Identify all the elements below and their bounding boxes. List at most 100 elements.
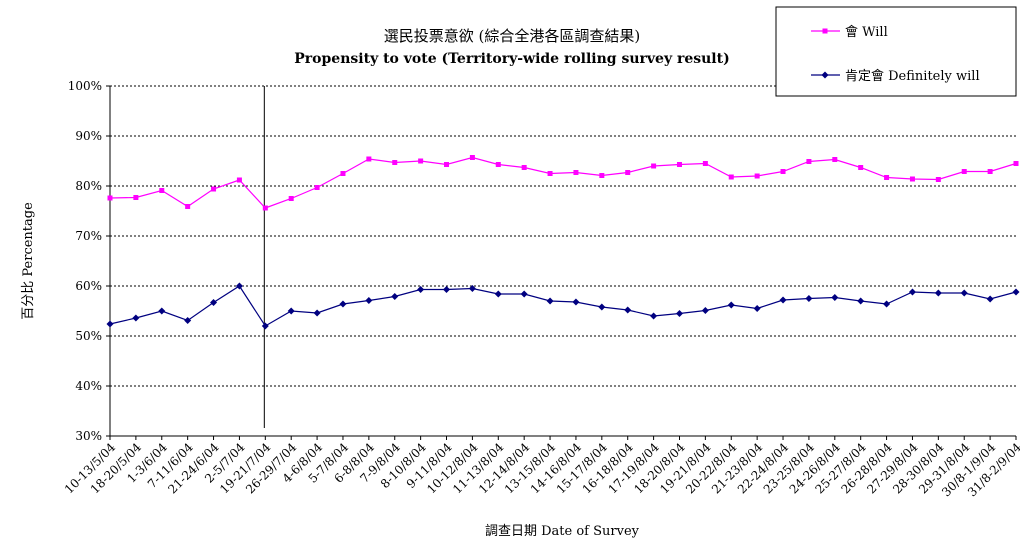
- y-tick-labels: 30% 40% 50% 60% 70% 80% 90% 100%: [68, 79, 102, 443]
- data-point: [676, 162, 682, 167]
- data-point: [339, 300, 347, 308]
- data-point: [805, 295, 813, 302]
- data-point: [418, 158, 424, 164]
- data-point: [107, 195, 113, 201]
- data-point: [546, 297, 554, 305]
- series-line: [109, 156, 1017, 209]
- data-point: [780, 169, 786, 174]
- data-point: [728, 174, 734, 180]
- data-point: [934, 289, 942, 297]
- series-line: [109, 285, 1017, 327]
- data-point: [159, 188, 165, 193]
- data-point: [288, 196, 294, 201]
- data-point: [883, 300, 891, 308]
- series-0: [107, 155, 1019, 211]
- series-1: [106, 282, 1020, 330]
- data-point: [106, 320, 114, 328]
- data-point: [444, 162, 450, 167]
- data-point: [366, 156, 372, 162]
- data-point: [133, 195, 139, 200]
- data-point: [547, 171, 553, 176]
- grid-lines: [110, 85, 1016, 387]
- data-point: [701, 307, 709, 314]
- data-point: [987, 169, 993, 174]
- data-point: [1012, 288, 1020, 296]
- data-point: [443, 286, 451, 293]
- data-point: [184, 317, 192, 324]
- chart-subtitle: Propensity to vote (Territory-wide rolli…: [294, 51, 729, 67]
- data-point: [625, 170, 631, 175]
- data-point: [573, 170, 579, 175]
- data-point: [624, 306, 632, 314]
- data-point: [314, 185, 320, 190]
- data-point: [340, 171, 346, 176]
- data-point: [675, 310, 683, 317]
- data-point: [211, 186, 217, 192]
- data-point: [185, 204, 191, 209]
- data-point: [520, 290, 528, 298]
- data-point: [313, 309, 321, 317]
- data-point: [960, 289, 968, 297]
- data-point: [262, 205, 268, 211]
- data-point: [599, 173, 605, 178]
- data-point: [495, 162, 501, 167]
- data-point: [908, 288, 916, 296]
- data-point: [702, 161, 708, 166]
- data-point: [884, 175, 890, 180]
- legend-will-marker: [822, 28, 828, 34]
- y-tick-label: 30%: [75, 429, 102, 443]
- data-point: [287, 307, 295, 315]
- data-point: [806, 159, 812, 164]
- data-point: [1013, 161, 1019, 166]
- data-point: [909, 176, 915, 182]
- legend-definitely-marker: [821, 71, 829, 79]
- data-point: [236, 177, 242, 183]
- y-tick-label: 60%: [75, 279, 102, 293]
- y-tick-label: 70%: [75, 229, 102, 243]
- y-tick-label: 50%: [75, 329, 102, 343]
- data-point: [598, 303, 606, 311]
- data-point: [392, 160, 398, 165]
- y-axis-label: 百分比 Percentage: [21, 202, 36, 320]
- data-point: [831, 294, 839, 301]
- x-axis-label: 調查日期 Date of Survey: [485, 524, 640, 539]
- data-point: [754, 173, 760, 179]
- data-point: [858, 165, 864, 170]
- data-point: [779, 296, 787, 304]
- data-point: [753, 305, 761, 312]
- data-point: [365, 297, 373, 304]
- series-group: [106, 155, 1020, 330]
- y-tick-label: 100%: [68, 79, 102, 93]
- data-point: [494, 290, 502, 298]
- data-point: [391, 293, 399, 300]
- legend-will-label: 會 Will: [845, 25, 888, 40]
- legend: 會 Will 肯定會 Definitely will: [775, 6, 1017, 97]
- data-point: [469, 155, 475, 160]
- data-point: [521, 165, 527, 170]
- data-point: [961, 169, 967, 174]
- chart-title: 選民投票意欲 (綜合全港各區調查結果): [384, 27, 640, 45]
- data-point: [468, 285, 476, 292]
- y-tick-label: 40%: [75, 379, 102, 393]
- data-point: [572, 298, 580, 306]
- legend-definitely-label: 肯定會 Definitely will: [845, 69, 980, 84]
- y-tick-label: 90%: [75, 129, 102, 143]
- data-point: [832, 157, 838, 162]
- legend-box: [775, 6, 1017, 97]
- axes: [106, 85, 1017, 440]
- data-point: [235, 282, 243, 290]
- data-point: [935, 177, 941, 182]
- data-point: [261, 322, 269, 330]
- y-tick-label: 80%: [75, 179, 102, 193]
- data-point: [727, 301, 735, 309]
- data-point: [857, 297, 865, 305]
- data-point: [650, 312, 658, 320]
- data-point: [210, 299, 218, 306]
- data-point: [132, 314, 140, 322]
- x-tick-labels: 10-13/5/0418-20/5/041-3/6/047-11/6/0421-…: [62, 440, 1020, 499]
- data-point: [651, 163, 657, 169]
- data-point: [158, 307, 166, 315]
- data-point: [986, 295, 994, 303]
- data-point: [417, 286, 425, 293]
